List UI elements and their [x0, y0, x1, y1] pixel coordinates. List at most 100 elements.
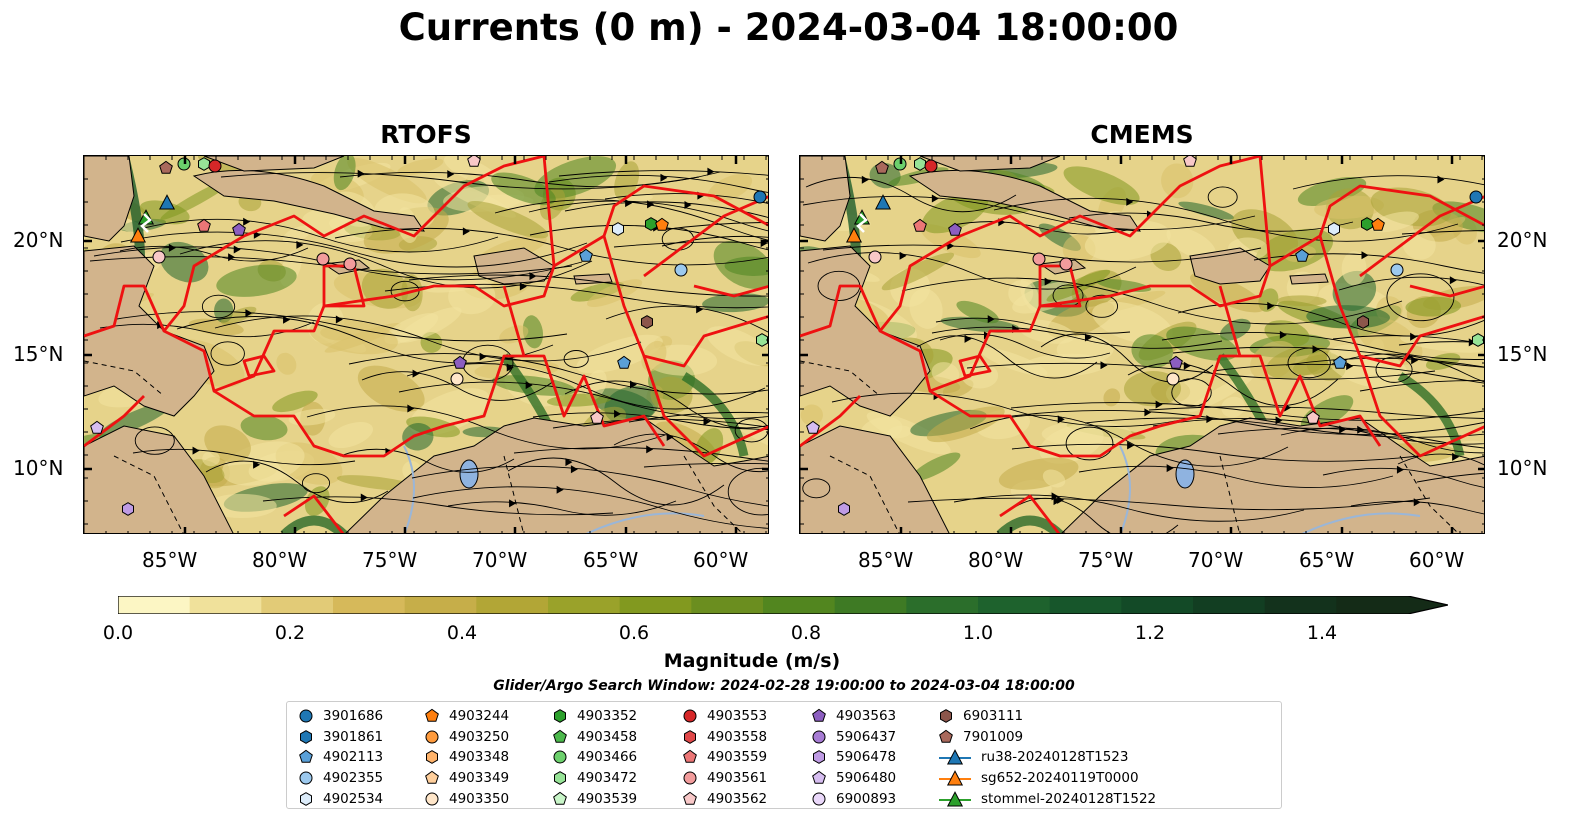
lon-label-right: 85°W [858, 548, 914, 572]
legend-column: 4903244 4903250 4903348 4903349 4903350 [425, 706, 509, 809]
map-panel-rtofs[interactable] [83, 155, 769, 534]
argo-float-marker [316, 252, 330, 266]
argo-float-marker [1361, 217, 1373, 231]
argo-float-marker [924, 159, 938, 173]
boundary-lines [800, 156, 1484, 533]
legend-item: 4903563 [812, 706, 896, 727]
colorbar-tick-label: 0.8 [790, 622, 822, 644]
argo-float-marker [1333, 355, 1347, 369]
legend-label: 6900893 [836, 790, 897, 807]
lon-label-right: 70°W [1188, 548, 1244, 572]
legend-label: 4903539 [577, 790, 638, 807]
legend-item: 4903348 [425, 747, 509, 768]
legend-label: ru38-20240128T1523 [981, 749, 1129, 766]
legend-label: 4903559 [707, 749, 768, 766]
legend-label: 7901009 [963, 728, 1024, 745]
legend-label: 4903466 [577, 749, 638, 766]
argo-float-marker [1166, 372, 1180, 386]
float-hexagon-icon [684, 730, 696, 744]
argo-float-marker [579, 248, 593, 262]
legend-item: 4903350 [425, 788, 509, 809]
colorbar-segment [548, 596, 621, 614]
colorbar-tick-label: 1.0 [962, 622, 994, 644]
streamlines [802, 175, 1484, 533]
legend-item: 4903562 [683, 788, 767, 809]
legend-label: 6903111 [963, 708, 1024, 725]
argo-float-marker [1032, 252, 1046, 266]
legend-item: 4903539 [553, 788, 637, 809]
argo-float-marker [875, 160, 889, 174]
legend-item: 4903458 [553, 727, 637, 748]
legend: 3901686 3901861 4902113 4902355 4902534 49032… [286, 701, 1282, 809]
legend-label: 4903244 [449, 708, 510, 725]
argo-float-marker [232, 222, 246, 236]
legend-item: 4903553 [683, 706, 767, 727]
glider-track-icon [939, 790, 971, 807]
legend-label: 4903349 [449, 770, 510, 787]
legend-item: 4903561 [683, 768, 767, 789]
argo-float-marker [1306, 410, 1320, 424]
legend-column: 4903352 4903458 4903466 4903472 4903539 [553, 706, 637, 809]
legend-item: 3901861 [299, 727, 383, 748]
argo-float-marker [641, 315, 653, 329]
argo-float-marker [806, 420, 820, 434]
float-hexagon-icon [940, 709, 952, 724]
lon-label-left: 75°W [362, 548, 418, 572]
colorbar-segment [978, 596, 1051, 614]
legend-label: 4902355 [323, 770, 384, 787]
argo-float-marker [197, 218, 211, 232]
float-circle-icon [425, 730, 439, 744]
colorbar-segment [763, 596, 836, 614]
glider-marker [129, 227, 147, 243]
axis-ticks [84, 156, 768, 533]
argo-float-marker [1390, 263, 1404, 277]
legend-item: 4903558 [683, 727, 767, 748]
legend-label: 4903553 [707, 708, 768, 725]
legend-label: 3901686 [323, 708, 384, 725]
map-panel-cmems[interactable] [799, 155, 1485, 534]
legend-item: 4902534 [299, 788, 383, 809]
argo-float-marker [674, 263, 688, 277]
legend-item: 6900893 [812, 788, 896, 809]
colorbar-segment [691, 596, 764, 614]
legend-label: 4903562 [707, 790, 768, 807]
legend-column: 6903111 7901009 ru38-20240128T1523 sg652-20… [939, 706, 1156, 809]
legend-label: 4902534 [323, 790, 384, 807]
lon-label-left: 70°W [472, 548, 528, 572]
lon-label-left: 60°W [693, 548, 749, 572]
argo-float-marker [913, 218, 927, 232]
legend-item: 4903352 [553, 706, 637, 727]
colorbar-tick-label: 0.4 [446, 622, 478, 644]
lat-label-right: 20°N [1497, 228, 1548, 252]
legend-column: 4903563 5906437 5906478 5906480 6900893 [812, 706, 896, 809]
axis-ticks [800, 156, 1484, 533]
colorbar-tick-label: 0.2 [274, 622, 306, 644]
colorbar-segment [476, 596, 549, 614]
legend-item: 4902355 [299, 768, 383, 789]
legend-label: 4903563 [836, 708, 897, 725]
argo-float-marker [159, 160, 173, 174]
legend-label: 4903558 [707, 728, 768, 745]
argo-float-marker [838, 502, 850, 516]
legend-item: 4903466 [553, 747, 637, 768]
colorbar-segment [906, 596, 979, 614]
lat-label-left: 20°N [13, 228, 64, 252]
legend-label: 4903472 [577, 770, 638, 787]
lake [459, 459, 479, 489]
legend-label: 5906478 [836, 749, 897, 766]
lat-label-left: 15°N [13, 342, 64, 366]
legend-label: 4903348 [449, 749, 510, 766]
colorbar-tick-label: 0.6 [618, 622, 650, 644]
argo-float-marker [753, 190, 767, 204]
colorbar-segment [118, 596, 191, 614]
colorbar-segment [1336, 596, 1409, 614]
argo-float-marker [1183, 156, 1197, 167]
legend-item: 4903250 [425, 727, 509, 748]
colorbar-segment [619, 596, 692, 614]
colorbar-segment [404, 596, 477, 614]
float-circle-icon [299, 771, 313, 785]
float-hexagon-icon [813, 750, 825, 765]
argo-float-marker [122, 502, 134, 516]
lon-label-left: 80°W [252, 548, 308, 572]
argo-float-marker [655, 217, 669, 231]
